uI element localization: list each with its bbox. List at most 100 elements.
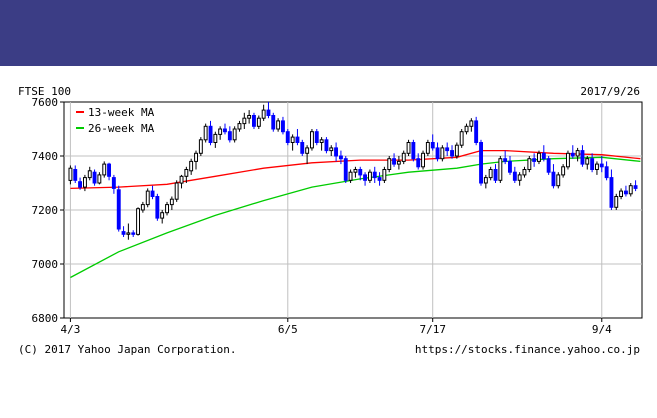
- candle-down: [271, 115, 276, 130]
- candle-down: [512, 171, 517, 181]
- candle-down: [508, 160, 512, 173]
- candle-down: [546, 158, 551, 173]
- candle-up: [406, 142, 411, 154]
- header-banner: [0, 0, 657, 66]
- candle-up: [256, 117, 261, 127]
- candle-down: [580, 150, 585, 165]
- candle-up: [87, 170, 92, 179]
- y-axis-ticks: 6800 7000 7200 7400 7600: [32, 96, 64, 325]
- candle-up: [97, 174, 102, 184]
- candle-down: [541, 152, 546, 160]
- candle-up: [421, 152, 426, 168]
- candle-down: [150, 190, 155, 198]
- x-axis-ticks: 4/3 6/5 7/17 9/4: [60, 318, 612, 336]
- candle-down: [131, 232, 136, 235]
- chart-date: 2017/9/26: [580, 85, 640, 98]
- candle-down: [604, 166, 609, 179]
- candle-up: [498, 158, 503, 181]
- candle-up: [145, 190, 150, 206]
- source-url: https://stocks.finance.yahoo.co.jp: [415, 343, 640, 356]
- candle-down: [363, 174, 368, 181]
- copyright-credit: (C) 2017 Yahoo Japan Corporation.: [18, 343, 237, 356]
- candle-up: [305, 147, 310, 154]
- candle-up: [160, 212, 165, 219]
- candle-up: [595, 163, 599, 171]
- candle-up: [483, 177, 488, 184]
- candle-up: [619, 190, 623, 198]
- candle-up: [198, 139, 203, 154]
- candle-up: [232, 128, 237, 141]
- candle-up: [368, 171, 372, 181]
- candle-down: [599, 163, 604, 168]
- candle-up: [628, 185, 633, 195]
- candle-up: [179, 175, 184, 184]
- candle-up: [454, 144, 459, 157]
- candle-up: [537, 152, 541, 162]
- candle-up: [83, 177, 87, 188]
- candle-up: [353, 169, 358, 173]
- candle-down: [430, 142, 435, 149]
- candle-down: [300, 142, 305, 154]
- candle-up: [401, 152, 406, 162]
- candle-down: [503, 158, 508, 162]
- candle-down: [474, 120, 479, 144]
- candle-up: [136, 208, 141, 235]
- y-tick-label: 7400: [32, 150, 59, 163]
- x-tick-label: 6/5: [278, 323, 298, 336]
- candle-down: [450, 150, 455, 157]
- candle-up: [575, 150, 580, 157]
- candle-up: [459, 131, 464, 146]
- candle-down: [435, 147, 440, 160]
- candle-down: [295, 136, 300, 144]
- candle-down: [377, 177, 382, 181]
- candle-up: [614, 196, 619, 208]
- legend: 13-week MA 26-week MA: [76, 106, 155, 135]
- candle-up: [488, 169, 493, 179]
- candle-down: [111, 177, 116, 189]
- x-tick-label: 4/3: [60, 323, 80, 336]
- candle-up: [165, 204, 170, 214]
- candle-down: [73, 169, 78, 181]
- candle-down: [392, 158, 397, 165]
- candle-up: [140, 204, 145, 211]
- candle-up: [522, 169, 527, 176]
- candle-down: [493, 169, 498, 181]
- candle-up: [348, 171, 353, 181]
- legend-label-ma26: 26-week MA: [88, 122, 155, 135]
- candle-down: [479, 142, 484, 184]
- candle-down: [633, 185, 638, 189]
- candle-down: [445, 147, 450, 152]
- candle-up: [517, 174, 522, 181]
- candle-down: [116, 189, 121, 230]
- candle-down: [266, 109, 271, 116]
- candle-up: [247, 115, 252, 119]
- candle-up: [464, 125, 469, 133]
- candle-up: [527, 158, 532, 170]
- candle-down: [281, 120, 285, 133]
- candle-up: [561, 166, 566, 176]
- candle-up: [261, 109, 266, 119]
- candle-down: [532, 158, 537, 162]
- candle-down: [590, 158, 595, 170]
- candle-up: [189, 160, 194, 172]
- candle-up: [319, 139, 324, 144]
- candle-up: [218, 128, 223, 135]
- candle-down: [339, 155, 343, 160]
- candle-up: [310, 131, 314, 149]
- candle-down: [285, 131, 290, 143]
- y-tick-label: 6800: [32, 312, 59, 325]
- y-tick-label: 7600: [32, 96, 59, 109]
- candle-up: [396, 160, 401, 165]
- candle-down: [411, 142, 416, 160]
- candle-up: [237, 123, 242, 130]
- candle-down: [334, 147, 339, 157]
- candle-down: [227, 131, 232, 141]
- candle-up: [469, 120, 474, 127]
- candle-up: [184, 169, 189, 177]
- candle-down: [155, 196, 160, 219]
- y-tick-label: 7000: [32, 258, 59, 271]
- candle-up: [174, 182, 179, 200]
- candle-down: [624, 190, 628, 195]
- candle-down: [223, 128, 227, 133]
